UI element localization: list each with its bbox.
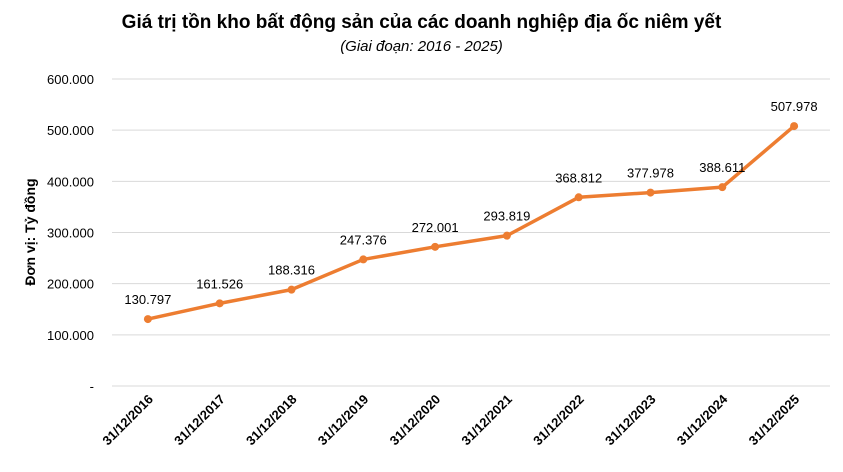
data-point bbox=[646, 188, 655, 197]
y-tick-label: 100.000 bbox=[47, 328, 94, 343]
data-point bbox=[431, 242, 440, 251]
data-point bbox=[287, 285, 296, 294]
data-label: 388.611 bbox=[699, 160, 745, 175]
data-label: 377.978 bbox=[627, 166, 674, 181]
x-tick-label: 31/12/2024 bbox=[674, 391, 731, 448]
y-tick-label: 600.000 bbox=[47, 72, 94, 87]
y-tick-label: 300.000 bbox=[47, 226, 94, 241]
data-label: 507.978 bbox=[771, 99, 818, 114]
data-point bbox=[143, 315, 152, 324]
y-tick-label: - bbox=[90, 379, 94, 394]
data-label: 368.812 bbox=[555, 170, 602, 185]
data-point bbox=[718, 183, 727, 192]
data-point bbox=[502, 231, 511, 240]
data-label: 161.526 bbox=[196, 276, 243, 291]
gridlines bbox=[112, 78, 830, 387]
series-line bbox=[146, 124, 796, 321]
series-group bbox=[143, 122, 799, 324]
data-point bbox=[359, 255, 368, 264]
data-label: 188.316 bbox=[268, 263, 315, 278]
y-tick-label: 400.000 bbox=[47, 174, 94, 189]
x-tick-labels: 31/12/2016 31/12/2017 31/12/2018 31/12/2019… bbox=[99, 391, 802, 448]
x-tick-label: 31/12/2018 bbox=[243, 392, 300, 449]
x-tick-label: 31/12/2022 bbox=[530, 392, 587, 449]
data-labels: 130.797 161.526 188.316 247.376 272.001 293.8… bbox=[124, 99, 817, 307]
data-label: 130.797 bbox=[124, 292, 171, 307]
y-tick-labels: - 100.000 200.000 300.000 400.000 500.000 600.… bbox=[47, 72, 94, 394]
x-tick-label: 31/12/2017 bbox=[171, 392, 228, 449]
data-label: 293.819 bbox=[483, 209, 530, 224]
y-tick-label: 500.000 bbox=[47, 123, 94, 138]
data-label: 272.001 bbox=[412, 220, 459, 235]
x-tick-label: 31/12/2016 bbox=[99, 392, 156, 449]
data-point bbox=[790, 122, 799, 131]
x-tick-label: 31/12/2019 bbox=[315, 392, 372, 449]
data-point bbox=[215, 299, 224, 308]
x-tick-label: 31/12/2021 bbox=[458, 392, 515, 449]
data-point bbox=[574, 193, 583, 202]
chart-title: Giá trị tồn kho bất động sản của các doa… bbox=[121, 12, 722, 33]
data-label: 247.376 bbox=[340, 232, 387, 247]
x-tick-label: 31/12/2025 bbox=[746, 392, 803, 449]
chart-subtitle: (Giai đoạn: 2016 - 2025) bbox=[340, 38, 503, 55]
y-tick-label: 200.000 bbox=[47, 277, 94, 292]
x-tick-label: 31/12/2020 bbox=[387, 392, 444, 449]
x-tick-label: 31/12/2023 bbox=[602, 392, 659, 449]
